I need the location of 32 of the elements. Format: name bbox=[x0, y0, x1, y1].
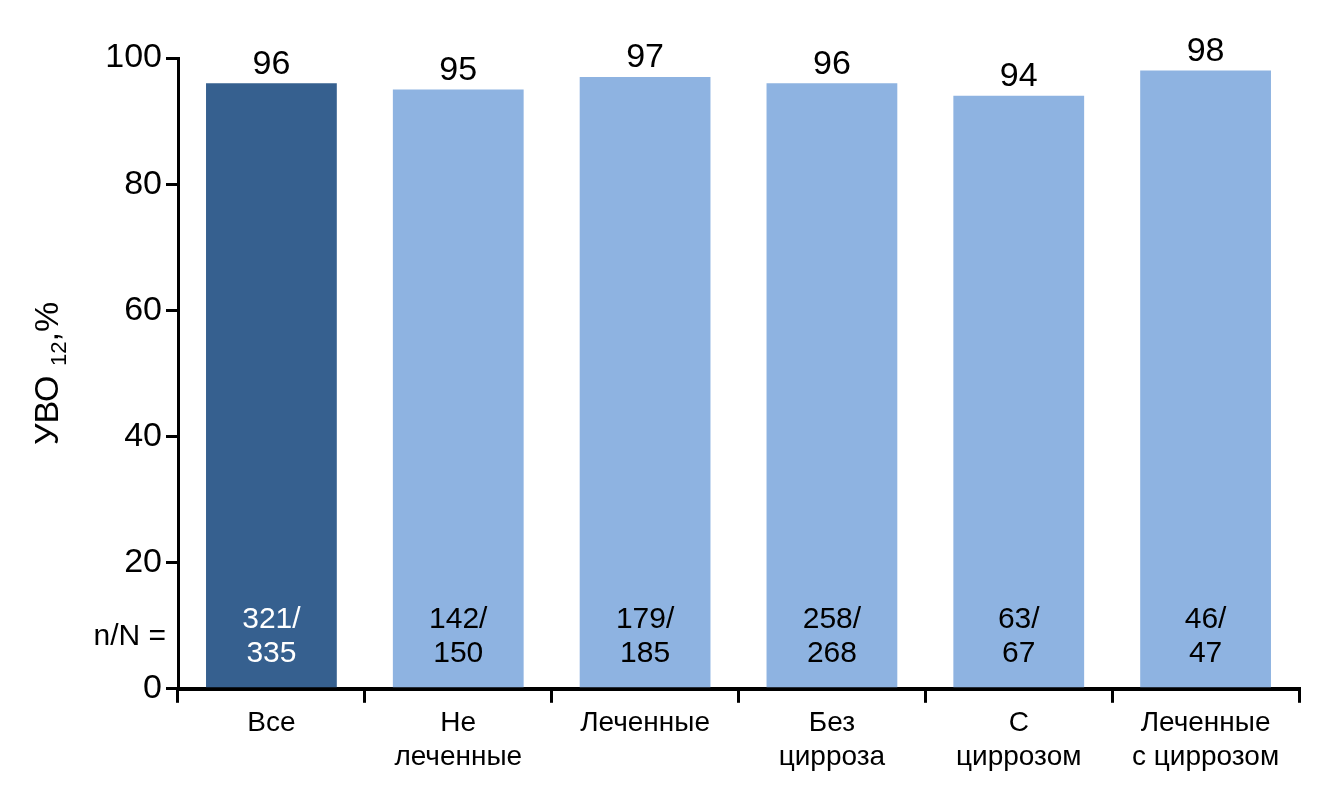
y-tick-label: 0 bbox=[143, 667, 162, 706]
text: n/N = bbox=[93, 618, 166, 652]
annotation: 321/ 335 bbox=[242, 601, 302, 669]
x-tick-label: Без цирроза bbox=[778, 706, 886, 771]
bar bbox=[579, 76, 711, 688]
data-label: 96 bbox=[252, 42, 291, 81]
bar bbox=[766, 83, 898, 688]
data-label: 94 bbox=[999, 55, 1038, 94]
y-tick-label: 60 bbox=[124, 288, 162, 327]
annotation: 63/ 67 bbox=[997, 601, 1041, 669]
x-tick-label: Леченные bbox=[580, 706, 710, 738]
data-label: 97 bbox=[626, 36, 664, 75]
annotation: 258/ 268 bbox=[802, 601, 862, 669]
annotation: 46/ 47 bbox=[1184, 601, 1228, 669]
x-tick-label: С циррозом bbox=[956, 706, 1082, 771]
bar bbox=[1140, 70, 1271, 688]
bar bbox=[953, 95, 1085, 688]
y-tick-label: 40 bbox=[124, 414, 162, 453]
annotation: 179/ 185 bbox=[615, 601, 675, 669]
annotation: 142/ 150 bbox=[429, 601, 489, 669]
y-axis-title: УВО 12,% bbox=[26, 301, 72, 446]
bar bbox=[392, 89, 524, 688]
x-tick-label: Леченные с циррозом bbox=[1131, 706, 1280, 771]
data-label: 95 bbox=[439, 48, 478, 87]
y-tick-label: 80 bbox=[124, 162, 162, 201]
bar bbox=[206, 83, 337, 688]
x-tick-label: Все bbox=[247, 706, 296, 738]
data-label: 98 bbox=[1186, 29, 1225, 68]
y-tick-label: 20 bbox=[124, 541, 162, 580]
data-label: 96 bbox=[813, 42, 851, 81]
x-tick-label: Не леченные bbox=[394, 706, 523, 771]
y-tick-label: 100 bbox=[105, 36, 162, 75]
